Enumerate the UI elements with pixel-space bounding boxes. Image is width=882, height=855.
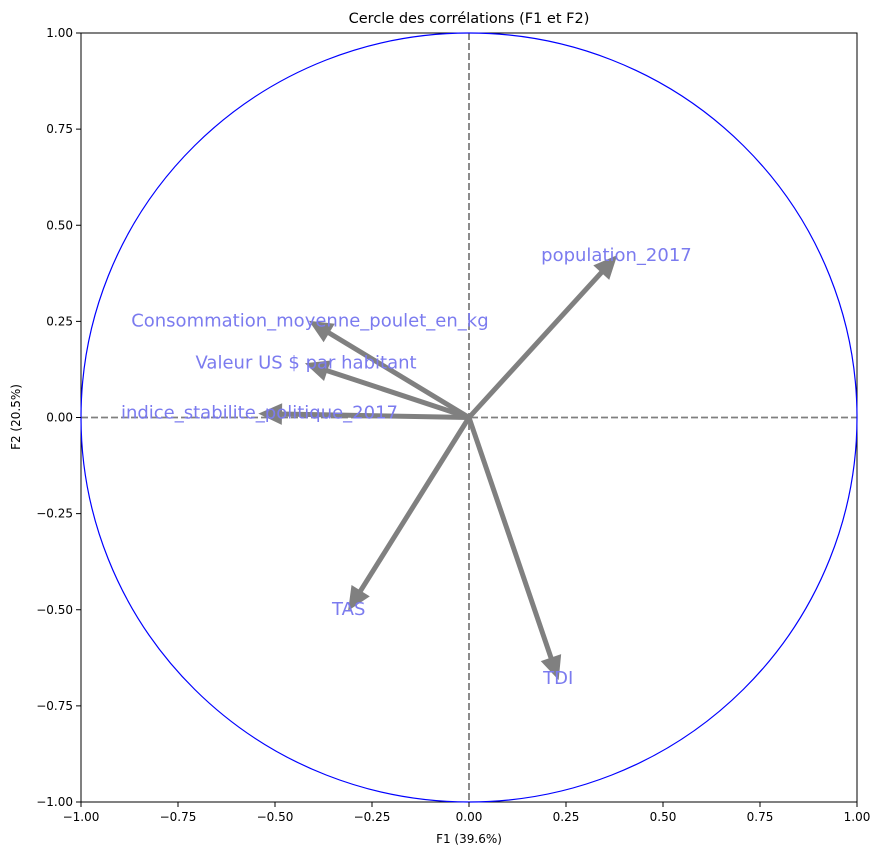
y-tick-label-0: −1.00	[36, 795, 73, 809]
variable-label-4: TAS	[331, 599, 365, 620]
arrow-head-5	[540, 654, 562, 681]
x-tick-label-8: 1.00	[844, 810, 871, 824]
x-tick-label-3: −0.25	[354, 810, 391, 824]
x-axis-title: F1 (39.6%)	[436, 832, 502, 846]
x-tick-label-5: 0.25	[553, 810, 580, 824]
arrow-shaft-5	[466, 416, 554, 659]
arrow-shaft-1	[327, 330, 471, 420]
y-tick-label-7: 0.75	[46, 122, 73, 136]
arrow-head-3	[258, 403, 283, 425]
y-tick-label-1: −0.75	[36, 699, 73, 713]
y-tick-label-8: 1.00	[46, 26, 73, 40]
chart-title: Cercle des corrélations (F1 et F2)	[349, 11, 590, 27]
variable-label-3: indice_stabilite_politique_2017	[121, 403, 398, 424]
x-tick-label-1: −0.75	[160, 810, 197, 824]
y-axis-title: F2 (20.5%)	[9, 384, 23, 450]
arrow-shaft-2	[326, 368, 470, 420]
variable-label-5: TDI	[542, 668, 573, 689]
variable-label-2: Valeur US $ par habitant	[196, 353, 417, 374]
x-tick-label-2: −0.50	[257, 810, 294, 824]
arrow-shaft-4	[358, 416, 472, 593]
y-tick-label-3: −0.25	[36, 507, 73, 521]
x-tick-label-0: −1.00	[63, 810, 100, 824]
x-tick-label-6: 0.50	[650, 810, 677, 824]
arrow-head-0	[593, 255, 618, 280]
y-tick-label-4: 0.00	[46, 411, 73, 425]
arrow-head-1	[308, 320, 335, 343]
variable-label-1: Consommation_moyenne_poulet_en_kg	[131, 310, 488, 331]
arrow-shaft-3	[281, 411, 470, 420]
variable-label-0: population_2017	[541, 245, 692, 266]
x-tick-label-7: 0.75	[747, 810, 774, 824]
arrow-head-4	[348, 584, 370, 611]
y-tick-label-6: 0.50	[46, 218, 73, 232]
arrow-shaft-0	[467, 270, 604, 420]
x-tick-label-4: 0.00	[456, 810, 483, 824]
arrow-head-2	[304, 360, 331, 381]
y-tick-label-5: 0.25	[46, 314, 73, 328]
y-tick-label-2: −0.50	[36, 603, 73, 617]
